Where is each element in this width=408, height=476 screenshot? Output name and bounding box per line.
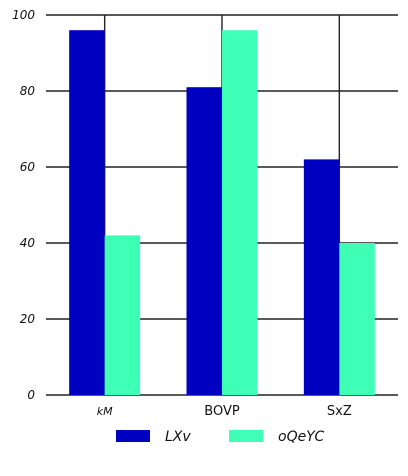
bar-LXv-kM [69,30,105,395]
y-tick-label: 80 [20,84,36,98]
x-tick-label: SxZ [327,404,352,419]
bar-oQeYC-kM [104,235,141,395]
y-tick-label: 100 [12,8,35,22]
bar-LXv-SxZ [303,159,340,395]
legend: LXv oQeYC [116,429,325,445]
legend-label-LXv: LXv [165,429,191,445]
bar-oQeYC-BOVP [222,30,258,395]
bar-LXv-BOVP [186,87,222,395]
x-tick-label: BOVP [204,404,240,419]
bars [69,30,375,395]
y-tick-label: 60 [20,160,36,174]
bar-oQeYC-SxZ [339,243,375,395]
y-tick-label: 20 [20,312,36,326]
x-tick-labels: kM BOVP SxZ [97,404,352,419]
x-tick-label: kM [97,405,113,418]
legend-label-oQeYC: oQeYC [278,429,325,445]
legend-swatch-LXv [116,430,150,442]
y-tick-labels: 0 20 40 60 80 100 [12,8,35,402]
y-tick-label: 40 [20,236,36,250]
legend-swatch-oQeYC [229,430,263,442]
y-tick-label: 0 [27,388,35,402]
